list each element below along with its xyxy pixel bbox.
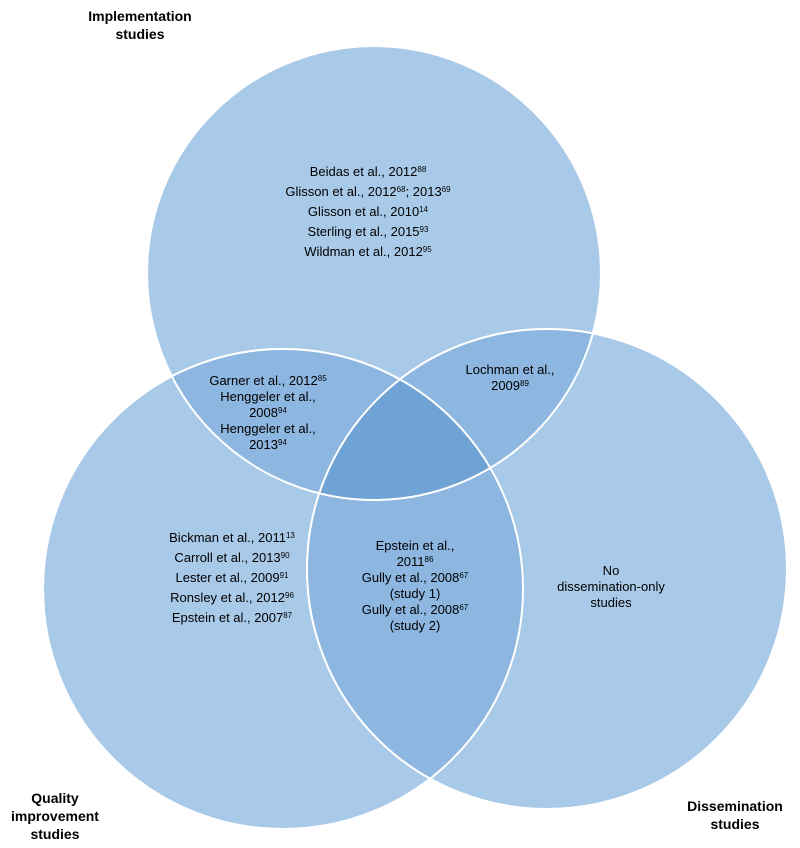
study-entry: 201394 bbox=[209, 437, 326, 453]
quality-only-region: Bickman et al., 201113 Carroll et al., 20… bbox=[169, 530, 295, 630]
reference-number: 93 bbox=[419, 225, 429, 234]
study-entry: 200894 bbox=[209, 405, 326, 421]
reference-number: 67 bbox=[459, 603, 469, 612]
dissemination-set-label: Dissemination studies bbox=[670, 797, 800, 833]
study-citation: 2009 bbox=[491, 378, 521, 393]
reference-number: 69 bbox=[441, 185, 451, 194]
study-entry: Bickman et al., 201113 bbox=[169, 530, 295, 546]
study-entry: Wildman et al., 201295 bbox=[285, 244, 450, 260]
study-citation: Sterling et al., 2015 bbox=[307, 224, 420, 239]
reference-number: 86 bbox=[424, 555, 434, 564]
study-citation-continued: ; 2013 bbox=[405, 184, 442, 199]
study-citation: Gully et al., 2008 bbox=[361, 570, 460, 585]
study-entry: Gully et al., 200867 bbox=[362, 602, 468, 618]
study-citation: studies bbox=[590, 595, 632, 610]
study-entry: studies bbox=[557, 595, 665, 611]
study-citation: 2011 bbox=[396, 554, 425, 569]
reference-number: 85 bbox=[317, 374, 327, 383]
study-citation: Beidas et al., 2012 bbox=[309, 164, 418, 179]
set-label-line: Dissemination bbox=[687, 798, 783, 814]
reference-number: 90 bbox=[280, 551, 290, 560]
study-citation: Bickman et al., 2011 bbox=[169, 530, 286, 545]
reference-number: 94 bbox=[278, 406, 287, 415]
study-entry: Garner et al., 201285 bbox=[209, 373, 326, 389]
all-three-overlap bbox=[307, 349, 523, 500]
implementation-set-label: Implementation studies bbox=[70, 7, 210, 43]
reference-number: 95 bbox=[422, 245, 432, 254]
study-citation: Epstein et al., bbox=[375, 538, 455, 553]
reference-number: 91 bbox=[279, 571, 289, 580]
study-entry: Glisson et al., 201268; 201369 bbox=[285, 184, 450, 200]
set-label-line: studies bbox=[710, 816, 760, 832]
study-entry: Epstein et al., bbox=[362, 538, 468, 554]
set-label-line: Quality bbox=[31, 790, 79, 806]
study-entry: Carroll et al., 201390 bbox=[169, 550, 295, 566]
study-entry: Beidas et al., 201288 bbox=[285, 164, 450, 180]
dissemination-outline bbox=[306, 328, 788, 810]
study-citation: Epstein et al., 2007 bbox=[171, 610, 284, 625]
study-citation: Henggeler et al., bbox=[220, 389, 316, 404]
study-citation: Carroll et al., 2013 bbox=[174, 550, 281, 565]
reference-number: 14 bbox=[419, 205, 429, 214]
implementation-dissemination-region: Lochman et al., 200989 bbox=[466, 362, 555, 394]
study-citation: (study 2) bbox=[389, 618, 441, 633]
study-entry: Glisson et al., 201014 bbox=[285, 204, 450, 220]
reference-number: 94 bbox=[278, 438, 287, 447]
quality-dissemination-region: Epstein et al., 201186 Gully et al., 20086… bbox=[362, 538, 468, 634]
reference-number: 13 bbox=[285, 531, 295, 540]
study-entry: Henggeler et al., bbox=[209, 389, 326, 405]
set-label-line: studies bbox=[115, 26, 165, 42]
study-entry: Henggeler et al., bbox=[209, 421, 326, 437]
set-label-line: studies bbox=[30, 826, 80, 842]
implementation-only-region: Beidas et al., 201288 Glisson et al., 201… bbox=[285, 164, 450, 264]
study-citation: Lester et al., 2009 bbox=[175, 570, 280, 585]
study-entry: 200989 bbox=[466, 378, 555, 394]
study-entry: Ronsley et al., 201296 bbox=[169, 590, 295, 606]
study-entry: Epstein et al., 200787 bbox=[169, 610, 295, 626]
quality-improvement-set-label: Quality improvement studies bbox=[0, 789, 110, 843]
reference-number: 96 bbox=[284, 591, 294, 600]
study-citation: Gully et al., 2008 bbox=[361, 602, 460, 617]
quality-improvement-outline bbox=[42, 348, 524, 830]
dissemination-only-region: No dissemination-only studies bbox=[557, 563, 665, 611]
study-citation: Ronsley et al., 2012 bbox=[170, 590, 285, 605]
reference-number: 88 bbox=[417, 165, 427, 174]
study-citation: Glisson et al., 2012 bbox=[285, 184, 397, 199]
study-entry: Gully et al., 200867 bbox=[362, 570, 468, 586]
reference-number: 67 bbox=[459, 571, 469, 580]
study-citation: 2008 bbox=[249, 405, 278, 420]
reference-number: 89 bbox=[520, 379, 529, 388]
study-entry: (study 2) bbox=[362, 618, 468, 634]
study-citation: 2013 bbox=[249, 437, 278, 452]
study-citation: Lochman et al., bbox=[465, 362, 555, 377]
study-citation: (study 1) bbox=[389, 586, 441, 601]
study-entry: Sterling et al., 201593 bbox=[285, 224, 450, 240]
study-citation: Wildman et al., 2012 bbox=[304, 244, 423, 259]
reference-number: 87 bbox=[283, 611, 293, 620]
implementation-quality-region: Garner et al., 201285 Henggeler et al., 20… bbox=[209, 373, 326, 453]
study-citation: Henggeler et al., bbox=[220, 421, 316, 436]
study-citation: Glisson et al., 2010 bbox=[307, 204, 420, 219]
set-label-line: improvement bbox=[11, 808, 99, 824]
study-citation: dissemination-only bbox=[557, 579, 665, 594]
set-label-line: Implementation bbox=[88, 8, 192, 24]
study-entry: dissemination-only bbox=[557, 579, 665, 595]
implementation-outline bbox=[146, 45, 602, 501]
study-citation: No bbox=[602, 563, 620, 578]
study-entry: Lochman et al., bbox=[466, 362, 555, 378]
study-entry: (study 1) bbox=[362, 586, 468, 602]
study-entry: Lester et al., 200991 bbox=[169, 570, 295, 586]
reference-number: 68 bbox=[396, 185, 406, 194]
study-entry: No bbox=[557, 563, 665, 579]
study-citation: Garner et al., 2012 bbox=[209, 373, 318, 388]
study-entry: 201186 bbox=[362, 554, 468, 570]
